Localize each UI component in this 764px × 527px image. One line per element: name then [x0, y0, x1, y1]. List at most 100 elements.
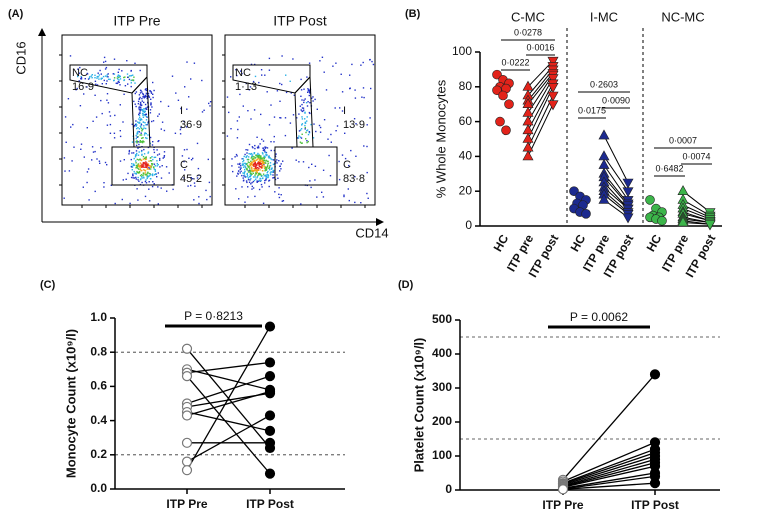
- event-dot: [242, 180, 245, 182]
- event-dot: [94, 150, 96, 153]
- event-dot: [103, 61, 105, 63]
- event-dot: [241, 186, 243, 188]
- event-dot: [257, 147, 259, 149]
- event-dot: [248, 156, 250, 158]
- post-point: [264, 371, 276, 382]
- event-dot: [349, 74, 351, 76]
- event-dot: [238, 166, 240, 168]
- event-dot: [146, 108, 148, 110]
- event-dot: [261, 165, 263, 167]
- event-dot: [135, 164, 137, 167]
- event-dot: [254, 164, 256, 166]
- event-dot: [77, 74, 79, 76]
- event-dot: [84, 78, 86, 80]
- event-dot: [264, 174, 267, 176]
- event-dot: [259, 180, 261, 182]
- event-dot: [152, 81, 154, 84]
- event-dot: [80, 77, 83, 79]
- event-dot: [90, 75, 93, 77]
- event-dot: [130, 69, 132, 72]
- event-dot: [300, 109, 302, 111]
- event-dot: [262, 140, 265, 142]
- event-dot: [119, 135, 122, 138]
- event-dot: [136, 170, 138, 173]
- event-dot: [133, 170, 135, 173]
- event-dot: [259, 169, 261, 171]
- event-dot: [138, 128, 141, 130]
- event-dot: [267, 162, 269, 165]
- event-dot: [251, 155, 253, 157]
- pair-line: [186, 326, 271, 471]
- event-dot: [306, 140, 308, 142]
- pair-line: [562, 472, 656, 489]
- event-dot: [127, 76, 129, 78]
- event-dot: [138, 98, 140, 100]
- event-dot: [140, 141, 142, 143]
- event-dot: [129, 202, 131, 205]
- event-dot: [135, 178, 137, 180]
- event-dot: [238, 170, 240, 172]
- event-dot: [152, 181, 154, 183]
- event-dot: [145, 137, 147, 139]
- event-dot: [101, 83, 103, 85]
- event-dot: [300, 203, 302, 205]
- event-dot: [138, 112, 141, 114]
- pre-point: [181, 456, 193, 467]
- event-dot: [145, 124, 147, 126]
- event-dot: [263, 156, 265, 158]
- event-dot: [235, 69, 237, 71]
- event-dot: [149, 112, 152, 114]
- panel-label: (D): [398, 279, 414, 291]
- event-dot: [265, 151, 268, 154]
- event-dot: [296, 137, 299, 139]
- event-dot: [254, 144, 256, 147]
- event-dot: [128, 149, 131, 152]
- event-dot: [147, 152, 149, 154]
- event-dot: [136, 188, 138, 190]
- event-dot: [193, 182, 196, 184]
- event-dot: [300, 128, 303, 130]
- event-dot: [308, 94, 310, 97]
- event-dot: [143, 134, 146, 136]
- event-dot: [134, 156, 137, 158]
- event-dot: [119, 84, 121, 86]
- pair-line: [186, 390, 271, 417]
- event-dot: [309, 90, 311, 92]
- event-dot: [143, 110, 145, 112]
- event-dot: [255, 167, 258, 169]
- event-dot: [149, 200, 151, 202]
- event-dot: [137, 127, 139, 129]
- event-dot: [137, 141, 139, 143]
- event-dot: [257, 162, 260, 165]
- event-dot: [147, 134, 149, 136]
- event-dot: [150, 104, 152, 106]
- event-dot: [265, 154, 267, 157]
- event-dot: [137, 167, 139, 169]
- pair-line: [562, 451, 656, 485]
- event-dot: [95, 116, 98, 118]
- event-dot: [146, 116, 148, 118]
- event-dot: [256, 167, 259, 169]
- event-dot: [310, 123, 312, 126]
- event-dot: [267, 170, 269, 173]
- event-dot: [100, 78, 102, 80]
- event-dot: [309, 92, 311, 94]
- event-dot: [226, 135, 229, 137]
- event-dot: [285, 91, 288, 94]
- event-dot: [105, 66, 108, 69]
- event-dot: [140, 178, 142, 180]
- event-dot: [139, 141, 141, 143]
- event-dot: [248, 143, 251, 146]
- event-dot: [264, 146, 266, 148]
- event-dot: [260, 69, 263, 71]
- panel-label: (C): [40, 279, 56, 291]
- event-dot: [238, 198, 240, 200]
- event-dot: [245, 149, 247, 151]
- event-dot: [251, 188, 253, 190]
- event-dot: [163, 151, 166, 153]
- event-dot: [276, 162, 278, 164]
- event-dot: [113, 137, 116, 139]
- event-dot: [100, 73, 102, 75]
- event-dot: [250, 169, 253, 171]
- event-dot: [159, 157, 161, 160]
